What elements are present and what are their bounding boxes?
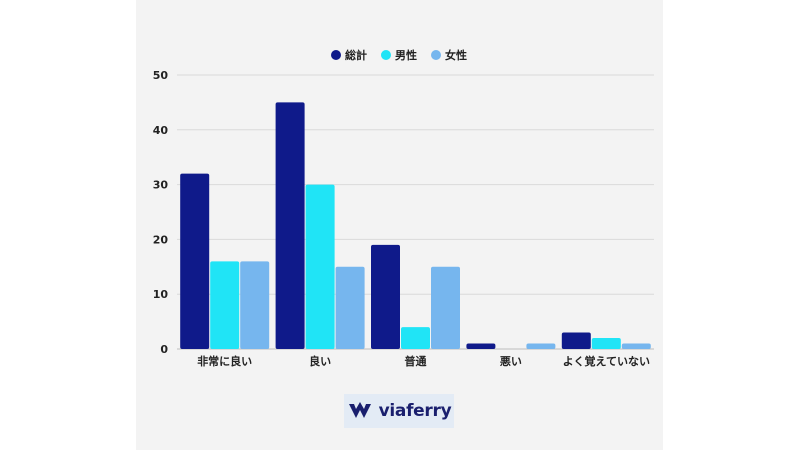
bar bbox=[526, 343, 556, 349]
y-tick-label: 30 bbox=[153, 179, 169, 192]
legend-label: 総計 bbox=[345, 48, 367, 62]
y-tick-label: 10 bbox=[153, 288, 169, 301]
bar bbox=[180, 173, 210, 349]
legend-marker bbox=[381, 50, 391, 60]
bar bbox=[371, 244, 400, 349]
legend-marker bbox=[431, 50, 441, 60]
bar bbox=[240, 261, 270, 349]
x-category-label: 良い bbox=[309, 354, 331, 368]
bar bbox=[591, 338, 621, 349]
viaferry-v-icon bbox=[348, 402, 371, 418]
bar bbox=[466, 343, 496, 349]
x-category-label: よく覚えていない bbox=[563, 354, 650, 368]
x-category-label: 非常に良い bbox=[197, 354, 252, 368]
legend-marker bbox=[331, 50, 341, 60]
y-tick-label: 40 bbox=[153, 124, 169, 137]
y-tick-label: 20 bbox=[153, 233, 169, 246]
bar bbox=[305, 184, 335, 349]
logo-text: viaferry bbox=[378, 401, 452, 421]
x-category-label: 悪い bbox=[500, 355, 522, 368]
bar bbox=[275, 102, 305, 350]
bar bbox=[621, 343, 651, 349]
x-category-label: 普通 bbox=[405, 354, 427, 368]
bar bbox=[335, 266, 365, 349]
legend-label: 女性 bbox=[445, 48, 467, 62]
bar bbox=[431, 266, 460, 349]
bar bbox=[561, 332, 591, 349]
bar bbox=[401, 327, 430, 349]
brand-logo: viaferry bbox=[344, 394, 454, 428]
y-tick-label: 0 bbox=[160, 343, 168, 356]
legend-label: 男性 bbox=[395, 48, 417, 62]
bar bbox=[210, 261, 240, 349]
y-tick-label: 50 bbox=[153, 69, 169, 82]
